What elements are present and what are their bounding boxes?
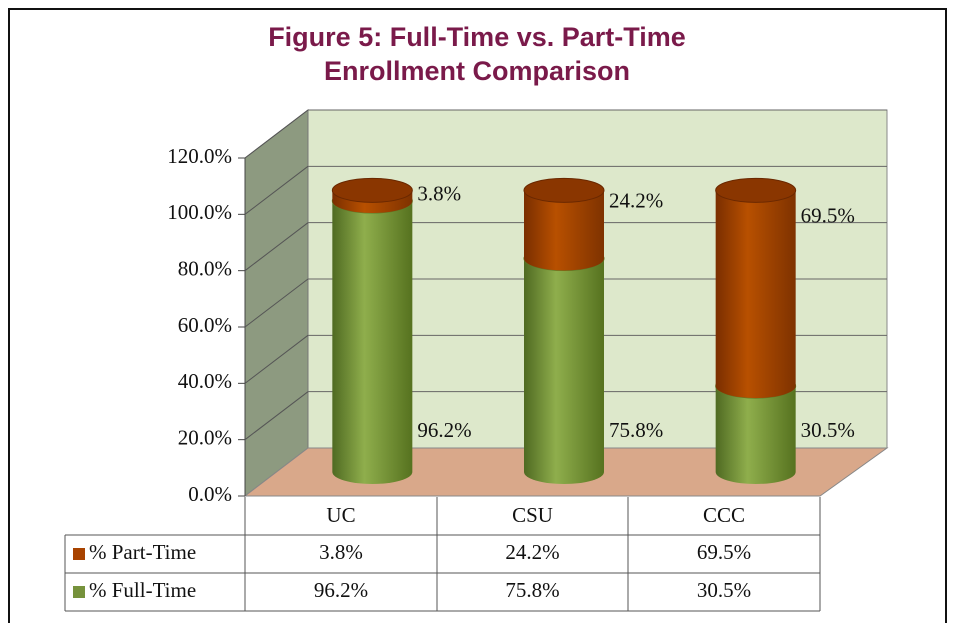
y-tick-label: 0.0% — [188, 482, 232, 506]
table-header: UC — [326, 503, 355, 527]
cylinder-top — [331, 177, 413, 203]
y-tick-label: 80.0% — [178, 256, 232, 280]
table-cell: 30.5% — [697, 578, 751, 602]
grid-line — [244, 109, 309, 159]
cylinder-top — [523, 177, 605, 203]
grid-line — [244, 222, 309, 272]
grid-line — [244, 334, 309, 384]
table-cell: 96.2% — [314, 578, 368, 602]
y-tick-label: 60.0% — [178, 313, 232, 337]
grid-line — [244, 391, 309, 441]
table-cell: 75.8% — [505, 578, 559, 602]
y-tick-label: 20.0% — [178, 425, 232, 449]
legend-swatch — [73, 548, 85, 560]
cylinder-segment — [715, 386, 796, 485]
data-label: 30.5% — [801, 418, 855, 442]
chart-title: Figure 5: Full-Time vs. Part-Time Enroll… — [268, 22, 686, 86]
legend-label: % Part-Time — [89, 540, 196, 564]
table-cell: 69.5% — [697, 540, 751, 564]
grid-line — [244, 278, 309, 328]
data-label: 96.2% — [417, 418, 471, 442]
table-cell: 24.2% — [505, 540, 559, 564]
y-tick-label: 40.0% — [178, 369, 232, 393]
cylinder-segment — [524, 258, 604, 484]
frame — [8, 8, 947, 623]
data-label: 75.8% — [609, 418, 663, 442]
y-tick-label: 100.0% — [167, 200, 232, 224]
table-cell: 3.8% — [319, 540, 363, 564]
cylinder-segment — [332, 201, 413, 485]
y-tick-label: 120.0% — [167, 144, 232, 168]
table-header: CSU — [512, 503, 553, 527]
legend-swatch — [73, 586, 85, 598]
cylinder-segment — [715, 190, 796, 399]
data-label: 3.8% — [417, 181, 461, 205]
legend-label: % Full-Time — [89, 578, 196, 602]
data-label: 24.2% — [609, 188, 663, 212]
cylinder-segment — [524, 190, 604, 271]
table-header: CCC — [703, 503, 745, 527]
cylinder-top — [715, 177, 797, 203]
grid-line — [244, 165, 309, 215]
data-label: 69.5% — [801, 204, 855, 228]
